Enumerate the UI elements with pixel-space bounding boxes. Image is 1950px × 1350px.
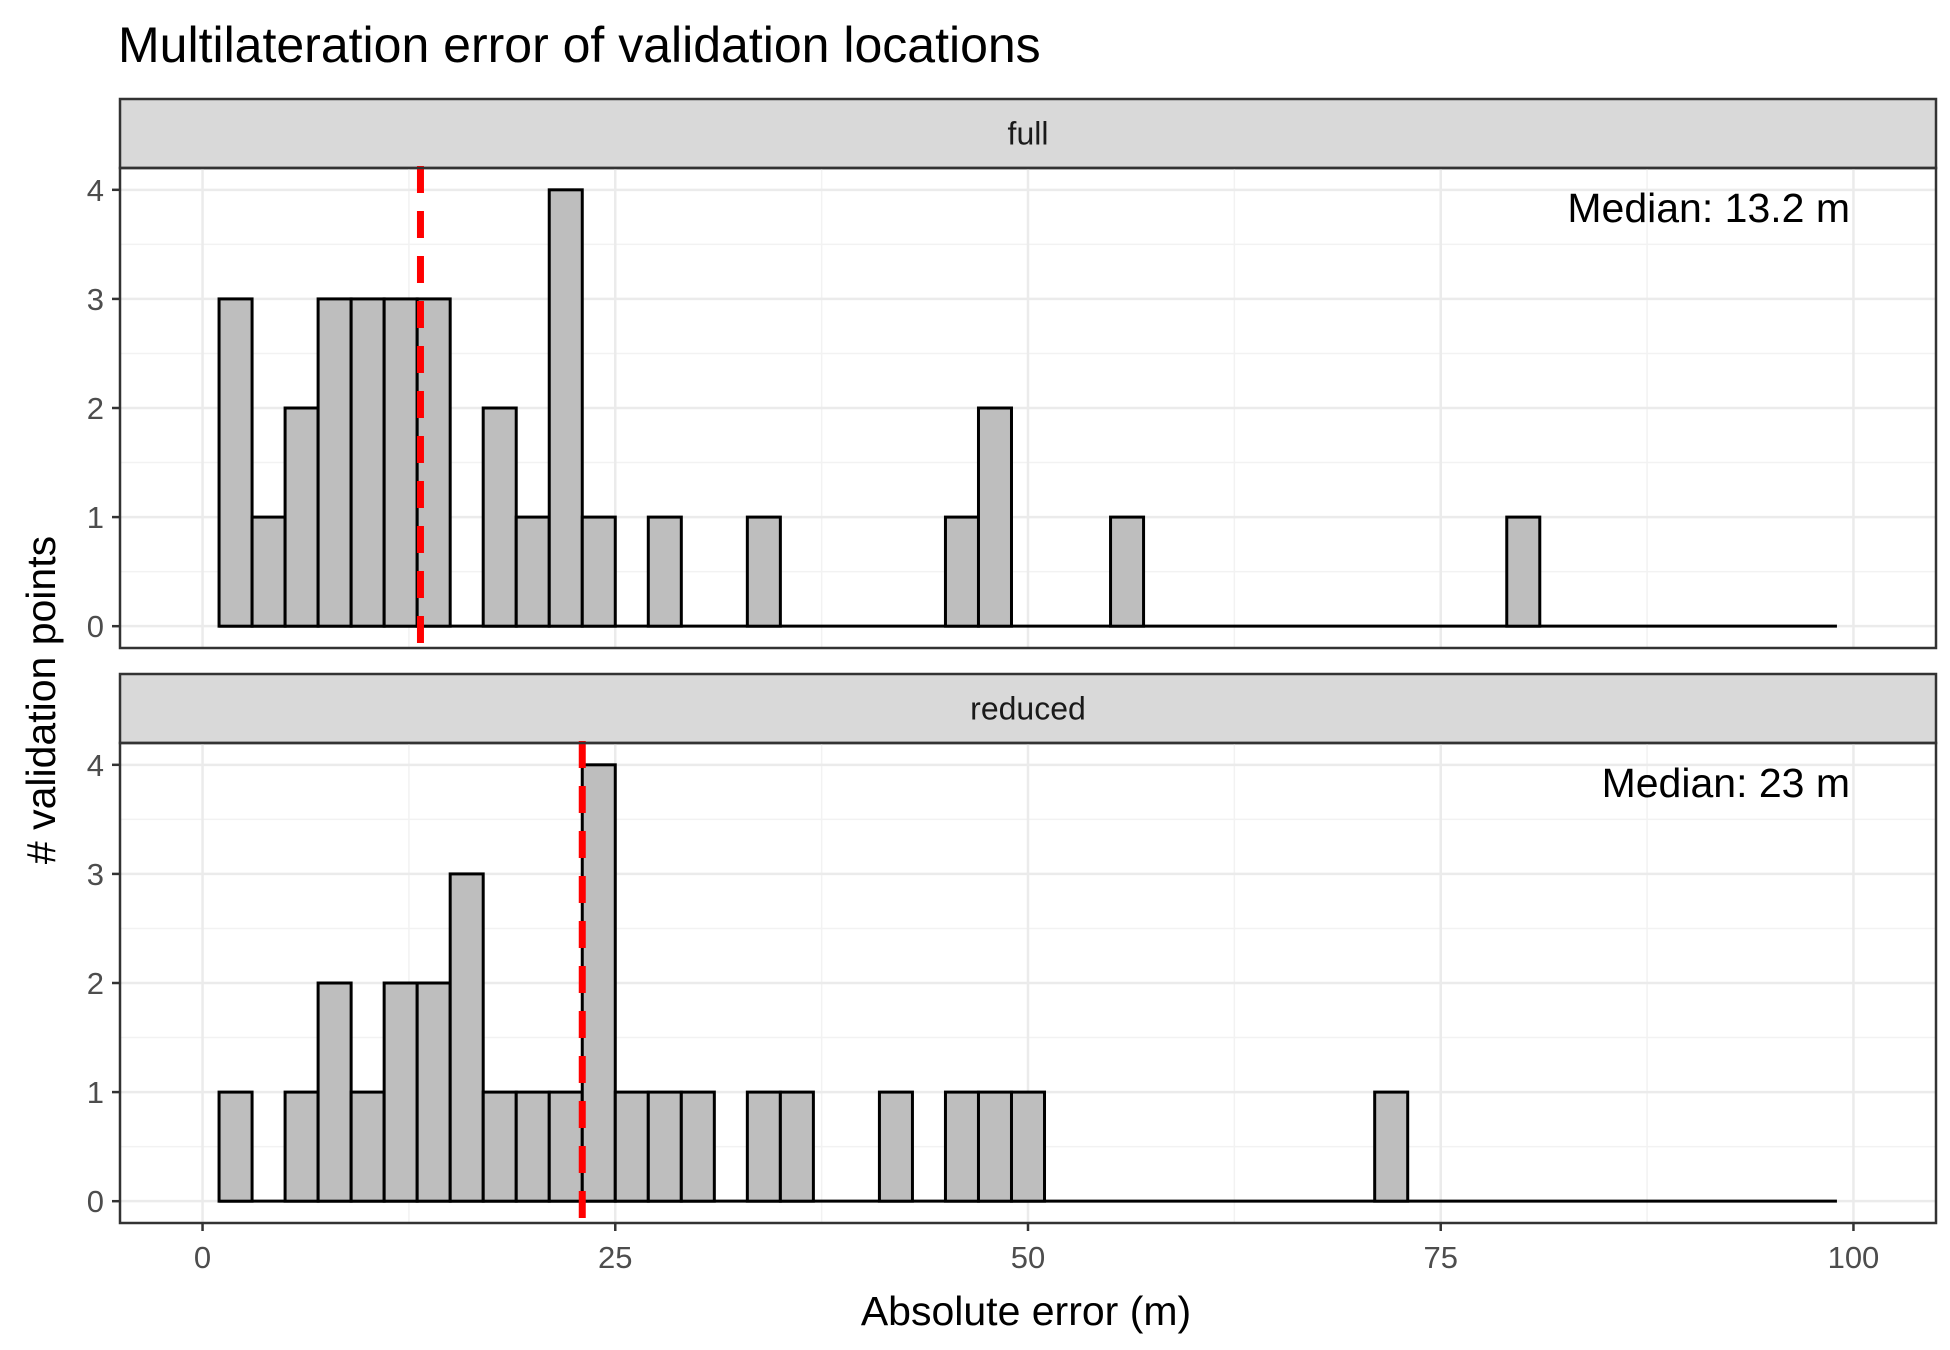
- median-annotation: Median: 23 m: [1602, 760, 1850, 806]
- histogram-bar: [976, 1090, 1013, 1203]
- histogram-bar: [646, 515, 683, 628]
- y-tick-label: 4: [87, 748, 104, 783]
- x-tick-label: 0: [194, 1240, 211, 1275]
- histogram-bar: [448, 872, 485, 1203]
- histogram-bar: [250, 515, 287, 628]
- histogram-bar: [316, 297, 353, 628]
- y-tick-label: 3: [87, 857, 104, 892]
- y-tick-label: 0: [87, 609, 104, 644]
- x-tick-label: 50: [1011, 1240, 1045, 1275]
- histogram-bar: [382, 297, 419, 628]
- histogram-bar: [547, 188, 584, 628]
- histogram-bar: [1109, 515, 1146, 628]
- histogram-bar: [943, 1090, 980, 1203]
- histogram-bar: [745, 1090, 782, 1203]
- x-tick-label: 75: [1423, 1240, 1457, 1275]
- histogram-bar: [217, 297, 254, 628]
- histogram-bar: [481, 406, 518, 628]
- histogram-bar: [778, 1090, 815, 1203]
- histogram-bar: [877, 1090, 914, 1203]
- histogram-bar: [1009, 1090, 1047, 1203]
- panel-full: full Median: 13.2 m 0 1 2 3 4: [87, 97, 1938, 650]
- histogram-bar: [1505, 515, 1542, 628]
- facet-strip-label: full: [1008, 116, 1049, 152]
- y-tick-label: 1: [87, 1075, 104, 1110]
- histogram-bar: [316, 981, 353, 1203]
- histogram-bar: [580, 763, 617, 1203]
- histogram-bar: [283, 406, 320, 628]
- chart-title: Multilateration error of validation loca…: [118, 17, 1041, 73]
- y-tick-label: 2: [87, 391, 104, 426]
- histogram-bar: [481, 1090, 518, 1203]
- y-tick-label: 3: [87, 282, 104, 317]
- x-axis-label: Absolute error (m): [861, 1288, 1191, 1334]
- y-tick-label: 4: [87, 173, 104, 208]
- panel-border: [118, 166, 1938, 650]
- histogram-bar: [382, 981, 419, 1203]
- histogram-bar: [745, 515, 782, 628]
- y-tick-label: 1: [87, 500, 104, 535]
- median-annotation: Median: 13.2 m: [1567, 185, 1850, 231]
- facet-panels: full Median: 13.2 m 0 1 2 3 4 reduced Median: 23…: [87, 97, 1938, 1225]
- histogram-bar: [976, 406, 1013, 628]
- y-tick-label: 2: [87, 966, 104, 1001]
- histogram-bar: [349, 297, 386, 628]
- histogram-bar: [646, 1090, 683, 1203]
- histogram-bar: [679, 1090, 716, 1203]
- panel-reduced: reduced Median: 23 m 0 1 2 3 4: [87, 672, 1938, 1225]
- histogram-bar: [349, 1090, 386, 1203]
- x-tick-label: 100: [1828, 1240, 1880, 1275]
- facet-strip-label: reduced: [970, 691, 1086, 727]
- x-tick-label: 25: [598, 1240, 632, 1275]
- histogram-bar: [283, 1090, 320, 1203]
- facet-strip: [118, 97, 1938, 170]
- histogram-bar: [613, 1090, 650, 1203]
- histogram-bar: [217, 1090, 254, 1203]
- facet-strip: [118, 672, 1938, 745]
- y-tick-label: 0: [87, 1184, 104, 1219]
- x-axis: 0 25 50 75 100: [194, 1223, 1879, 1275]
- histogram-bar: [514, 1090, 551, 1203]
- histogram-bar: [1373, 1090, 1410, 1203]
- histogram-bar: [580, 515, 617, 628]
- histogram-bar: [415, 981, 452, 1203]
- y-axis-label: # validation points: [18, 536, 64, 864]
- histogram-bar: [547, 1090, 584, 1203]
- histogram-bar: [943, 515, 980, 628]
- histogram-bar: [514, 515, 551, 628]
